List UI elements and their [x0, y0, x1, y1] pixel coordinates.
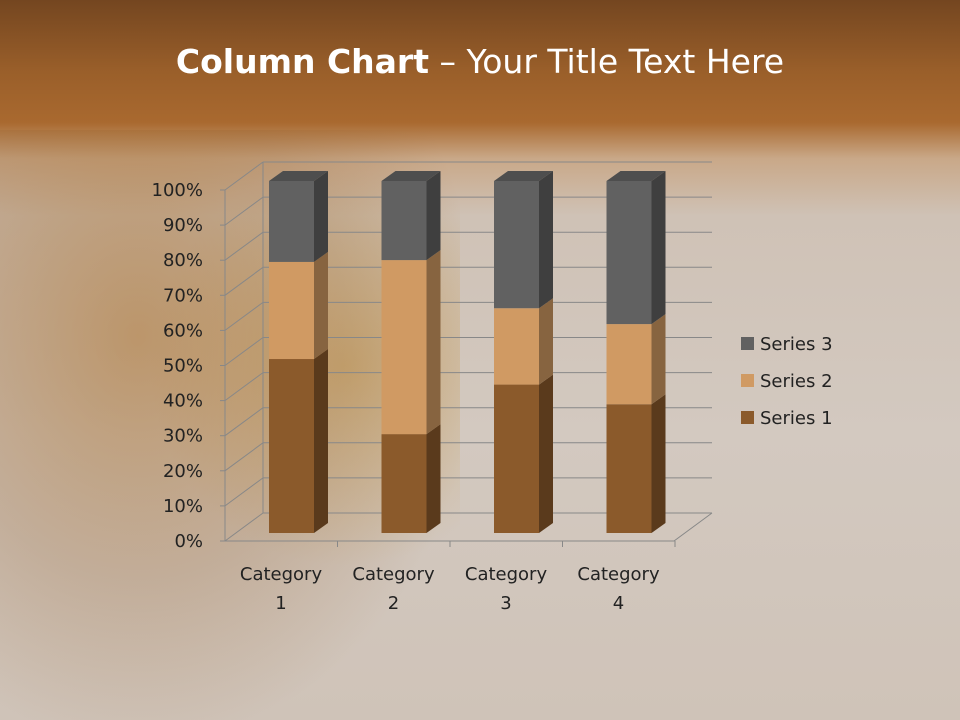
bar-side [651, 314, 666, 405]
bar-series-2-front [381, 260, 427, 435]
bar-side [314, 349, 328, 533]
bar-series-1-front [381, 434, 427, 533]
bar-series-1-front [606, 404, 652, 533]
bar-series-2-front [606, 324, 652, 405]
bar-side [314, 171, 328, 262]
x-tick-label: Category [352, 564, 435, 585]
bar-top [269, 171, 328, 181]
x-tick-label: 1 [275, 593, 286, 614]
column-1 [269, 171, 328, 533]
legend-label: Series 1 [760, 408, 833, 429]
bar-series-2-front [269, 261, 314, 360]
column-3 [494, 171, 553, 533]
legend-swatch [741, 374, 754, 387]
bar-side [539, 374, 553, 533]
x-tick-label: 3 [500, 593, 511, 614]
bar-series-3-front [269, 181, 314, 262]
x-tick-label: 2 [388, 593, 399, 614]
y-tick-label: 90% [163, 215, 203, 236]
gridline-side [224, 372, 264, 402]
x-tick-label: 4 [613, 593, 624, 614]
legend-label: Series 3 [760, 334, 833, 355]
y-tick-label: 30% [163, 426, 203, 447]
column-4 [606, 171, 666, 533]
x-tick-label: Category [240, 564, 323, 585]
bar-series-1-front [269, 359, 314, 533]
bar-side [539, 171, 553, 309]
y-tick-label: 60% [163, 320, 203, 341]
legend-swatch [741, 337, 754, 350]
bar-series-3-front [494, 181, 539, 309]
gridline-side [224, 477, 264, 507]
bar-top [494, 171, 553, 181]
y-tick-label: 70% [163, 285, 203, 306]
bar-side [314, 251, 328, 360]
bar-side [651, 394, 666, 533]
gridline-side [224, 442, 264, 472]
legend-label: Series 2 [760, 371, 833, 392]
bar-series-1-front [494, 384, 539, 533]
slide-title: Column Chart – Your Title Text Here [175, 42, 785, 81]
gridline-side [224, 161, 264, 191]
gridline-side [224, 407, 264, 437]
x-tick-label: Category [577, 564, 660, 585]
legend: Series 3 Series 2 Series 1 [741, 334, 833, 429]
y-tick-label: 20% [163, 461, 203, 482]
gridline-side [224, 231, 264, 261]
y-tick-label: 0% [174, 531, 203, 552]
y-tick-label: 40% [163, 391, 203, 412]
y-tick-label: 50% [163, 356, 203, 377]
bar-series-3-front [381, 181, 427, 261]
x-axis [225, 512, 713, 542]
bar-series-3-front [606, 181, 652, 325]
y-tick-label: 10% [163, 496, 203, 517]
y-tick-label: 100% [152, 180, 203, 201]
gridline-side [224, 301, 264, 331]
gridline-side [224, 512, 264, 542]
bar-side [539, 298, 553, 385]
column-2 [381, 171, 441, 533]
legend-swatch [741, 411, 754, 424]
bar-side [426, 424, 441, 533]
bar-side [426, 171, 441, 261]
bar-series-2-front [494, 308, 539, 385]
x-tick-label: Category [465, 564, 548, 585]
bar-side [651, 171, 666, 325]
gridline-side [224, 196, 264, 226]
bar-top [606, 171, 666, 181]
bar-side [426, 250, 441, 435]
gridline-side [224, 337, 264, 366]
gridline-side [224, 266, 264, 296]
y-tick-label: 80% [163, 250, 203, 271]
bar-top [381, 171, 441, 181]
